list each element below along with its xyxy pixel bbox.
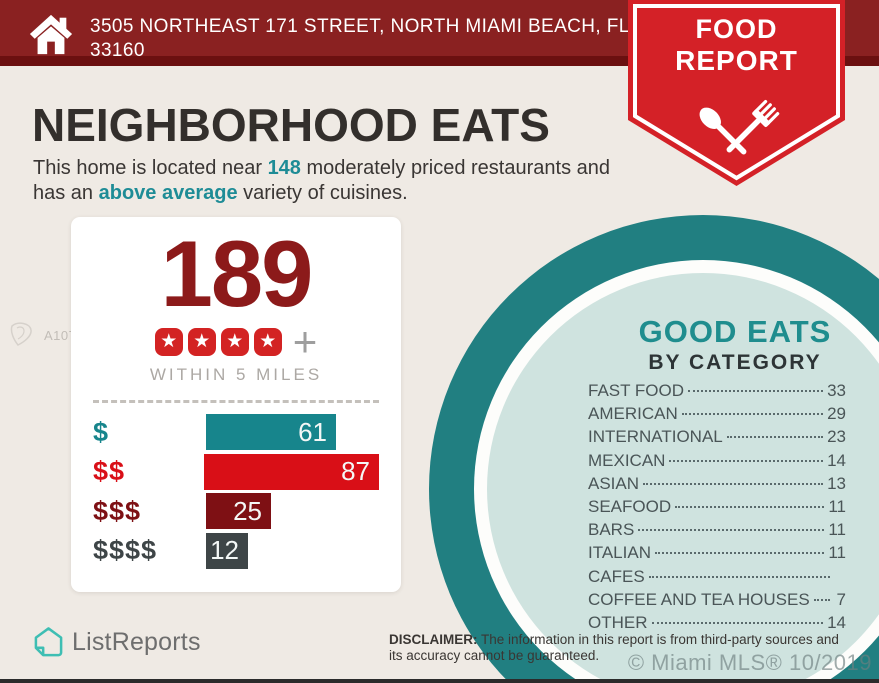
category-value: 11 (828, 496, 846, 516)
ribbon-word-food: FOOD (695, 14, 778, 44)
bottom-border (0, 679, 879, 683)
star-icon: ★ (187, 328, 216, 356)
category-row: CAFES (588, 567, 846, 590)
listreports-wordmark: ListReports (72, 627, 201, 656)
category-row: INTERNATIONAL 23 (588, 427, 846, 450)
categories-header: GOOD EATS BY CATEGORY (595, 314, 875, 375)
good-eats-title: GOOD EATS (638, 314, 832, 349)
subtitle-pre: This home is located near (33, 157, 268, 179)
subtitle-post: variety of cuisines. (237, 182, 408, 204)
category-row: ASIAN 13 (588, 474, 846, 497)
price-tier-row: $61 (93, 414, 379, 450)
spoon-fork-icon (699, 99, 780, 155)
price-tier-label: $$$ (93, 495, 142, 526)
mls-logo-watermark-icon (10, 322, 32, 346)
category-label: INTERNATIONAL (588, 427, 723, 447)
category-value: 14 (827, 612, 846, 632)
food-report-ribbon: FOOD REPORT (628, 0, 845, 186)
category-label: SEAFOOD (588, 496, 672, 516)
dotted-leader (669, 459, 824, 462)
price-tier-label: $$ (93, 456, 126, 486)
plus-icon: + (292, 318, 318, 365)
category-label: ASIAN (588, 473, 640, 493)
variety-highlight: above average (98, 182, 238, 204)
page-title: NEIGHBORHOOD EATS (32, 99, 550, 151)
category-circle-fill (487, 273, 879, 683)
property-address: 3505 NORTHEAST 171 STREET, NORTH MIAMI B… (90, 16, 630, 61)
star-rating: ★ ★ ★ ★ + (71, 318, 401, 365)
price-tier-row: $$$$ 12 (93, 532, 379, 569)
price-tier-bar: 87 (204, 453, 379, 490)
dotted-leader (681, 413, 824, 416)
listreports-logo-icon (34, 627, 63, 657)
disclaimer-label: DISCLAIMER: (389, 632, 478, 647)
radius-label: WITHIN 5 MILES (149, 365, 323, 384)
dotted-leader (643, 482, 824, 485)
listreports-brand: ListReports (33, 626, 201, 658)
price-tier-bar: 61 (206, 414, 336, 450)
category-value: 11 (828, 520, 846, 540)
restaurant-summary-card: 189 ★ ★ ★ ★ + WITHIN 5 MILES $61 $$ 87 $$$ 25 $$$… (71, 217, 401, 592)
dotted-leader (651, 621, 824, 624)
ribbon-shape (628, 0, 845, 186)
category-value: 29 (827, 404, 846, 424)
page-subtitle: This home is located near 148 moderately… (33, 156, 633, 206)
category-label: BARS (588, 520, 635, 540)
subtitle-mid: moderately priced restaurants and has an (33, 157, 610, 204)
disclaimer-text: The information in this report is from t… (389, 632, 839, 663)
category-value: 14 (827, 450, 846, 470)
category-label: FAST FOOD (588, 381, 685, 400)
category-label: ITALIAN (588, 543, 651, 563)
price-tier-bar-chart: $61 $$ 87 $$$ 25 $$$$ 12 (71, 414, 401, 569)
price-tier-label: $$$$ (93, 535, 158, 565)
category-row: MEXICAN 14 (588, 451, 846, 474)
categories-list: FAST FOOD 33 AMERICAN 29 INTERNATIONAL 23 MEXI… (588, 381, 846, 636)
by-category-subtitle: BY CATEGORY (648, 351, 822, 374)
total-restaurants: 189 (160, 221, 314, 326)
price-tier-row: $$$ 25 (93, 493, 379, 529)
category-row: COFFEE AND TEA HOUSES 7 (588, 590, 846, 613)
dotted-leader (813, 598, 830, 601)
price-tier-label: $ (93, 416, 110, 447)
category-row: ITALIAN 11 (588, 543, 846, 566)
category-label: CAFES (588, 566, 645, 586)
category-row: SEAFOOD 11 (588, 497, 846, 520)
dotted-leader (638, 529, 825, 532)
category-value: 7 (836, 589, 846, 609)
dotted-leader (688, 390, 824, 392)
category-label: AMERICAN (588, 404, 678, 424)
price-tier-row: $$ 87 (93, 453, 379, 490)
price-tier-bar: 12 (206, 532, 248, 569)
ribbon-word-report: REPORT (675, 45, 798, 76)
category-row: AMERICAN 29 (588, 404, 846, 427)
category-value: 23 (827, 427, 846, 447)
category-row: OTHER 14 (588, 613, 846, 636)
house-icon (28, 10, 74, 63)
category-value: 33 (827, 381, 846, 400)
disclaimer: DISCLAIMER: The information in this repo… (389, 632, 849, 664)
ribbon-label: FOOD REPORT (628, 14, 845, 77)
dashed-divider (93, 400, 379, 403)
category-value: 11 (828, 543, 846, 563)
star-icon: ★ (220, 328, 249, 356)
category-label: COFFEE AND TEA HOUSES (588, 589, 810, 609)
restaurant-count: 148 (267, 157, 301, 179)
dotted-leader (654, 552, 825, 555)
mls-copyright-watermark: © Miami MLS® 10/2019 (627, 650, 872, 675)
category-row: FAST FOOD 33 (588, 381, 846, 404)
star-icon: ★ (253, 328, 282, 356)
category-row: BARS 11 (588, 520, 846, 543)
category-label: OTHER (588, 612, 648, 632)
price-tier-bar: 25 (206, 493, 271, 529)
dotted-leader (675, 505, 825, 508)
dotted-leader (648, 575, 830, 578)
category-label: MEXICAN (588, 450, 666, 470)
star-icon: ★ (154, 328, 183, 356)
category-value: 13 (827, 473, 846, 493)
dotted-leader (726, 436, 824, 439)
